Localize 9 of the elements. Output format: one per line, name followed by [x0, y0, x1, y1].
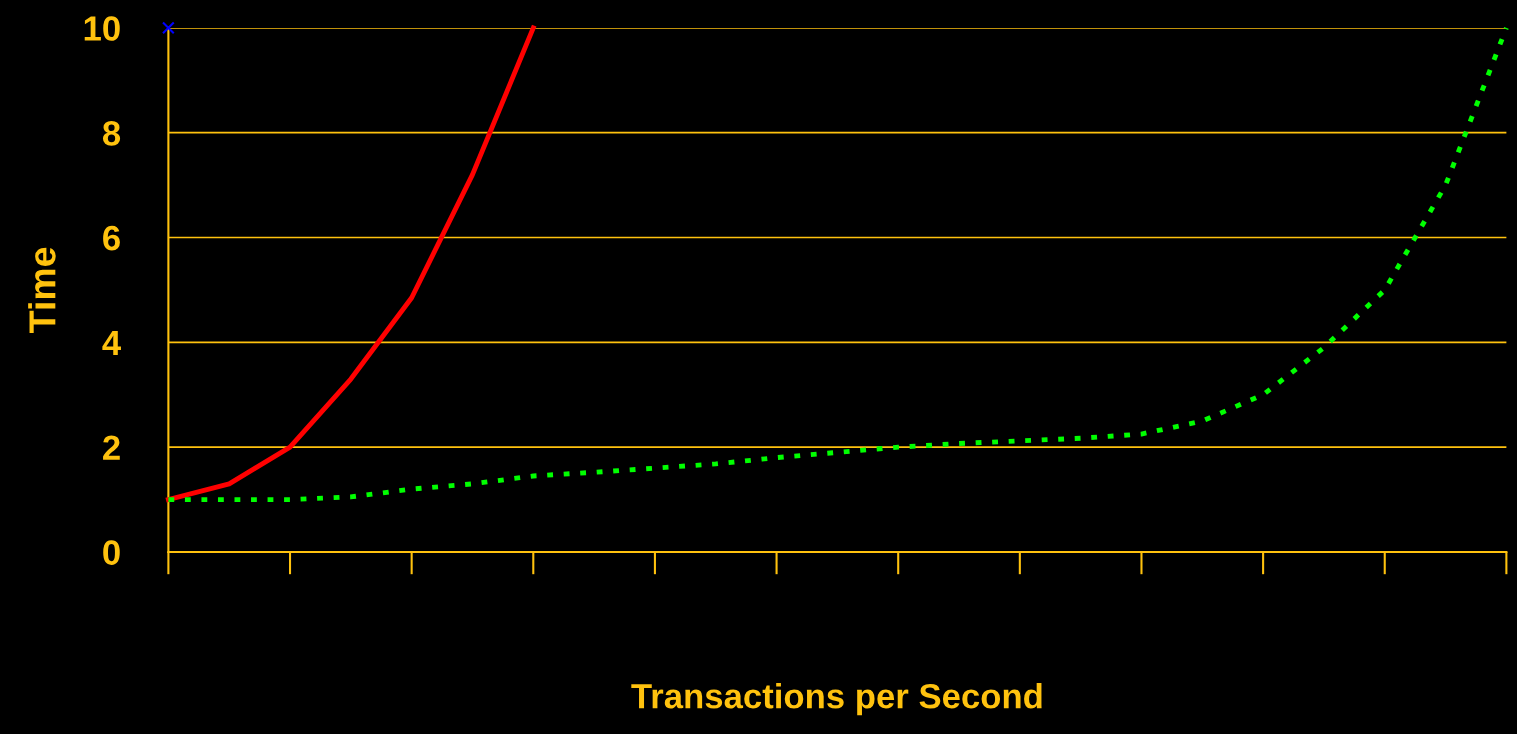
y-tick-label: 8 [102, 121, 121, 146]
y-tick-label: 6 [103, 225, 120, 251]
y-tick-label: 0 [103, 540, 120, 565]
x-axis-title: Transactions per Second [631, 682, 1042, 716]
line-series [165, 25, 536, 502]
y-tick-label: 10 [84, 16, 120, 41]
y-axis-title: Time [28, 247, 56, 333]
y-tick-label: 4 [102, 331, 121, 355]
y-tick-label: 2 [103, 435, 120, 460]
